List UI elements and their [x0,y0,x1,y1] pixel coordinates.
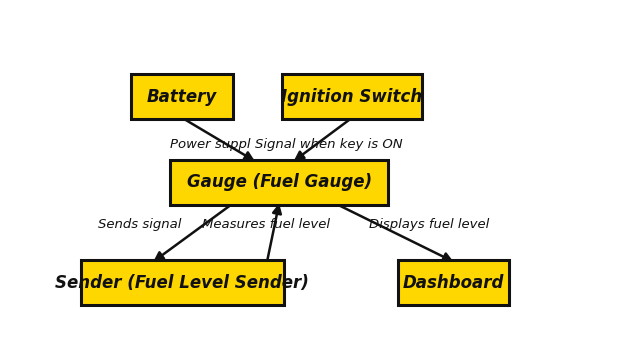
Text: Power suppl: Power suppl [169,138,250,151]
FancyBboxPatch shape [170,160,388,205]
Text: Gauge (Fuel Gauge): Gauge (Fuel Gauge) [187,173,372,191]
Text: Signal when key is ON: Signal when key is ON [255,138,402,151]
Text: Sends signal: Sends signal [98,218,181,231]
FancyBboxPatch shape [398,261,509,305]
Text: Displays fuel level: Displays fuel level [369,218,489,231]
Text: Sender (Fuel Level Sender): Sender (Fuel Level Sender) [56,274,309,292]
FancyBboxPatch shape [81,261,284,305]
Text: Ignition Switch: Ignition Switch [281,88,422,106]
Text: Dashboard: Dashboard [403,274,504,292]
FancyBboxPatch shape [131,74,233,119]
FancyBboxPatch shape [281,74,422,119]
Text: Measures fuel level: Measures fuel level [202,218,329,231]
Text: Battery: Battery [147,88,218,106]
